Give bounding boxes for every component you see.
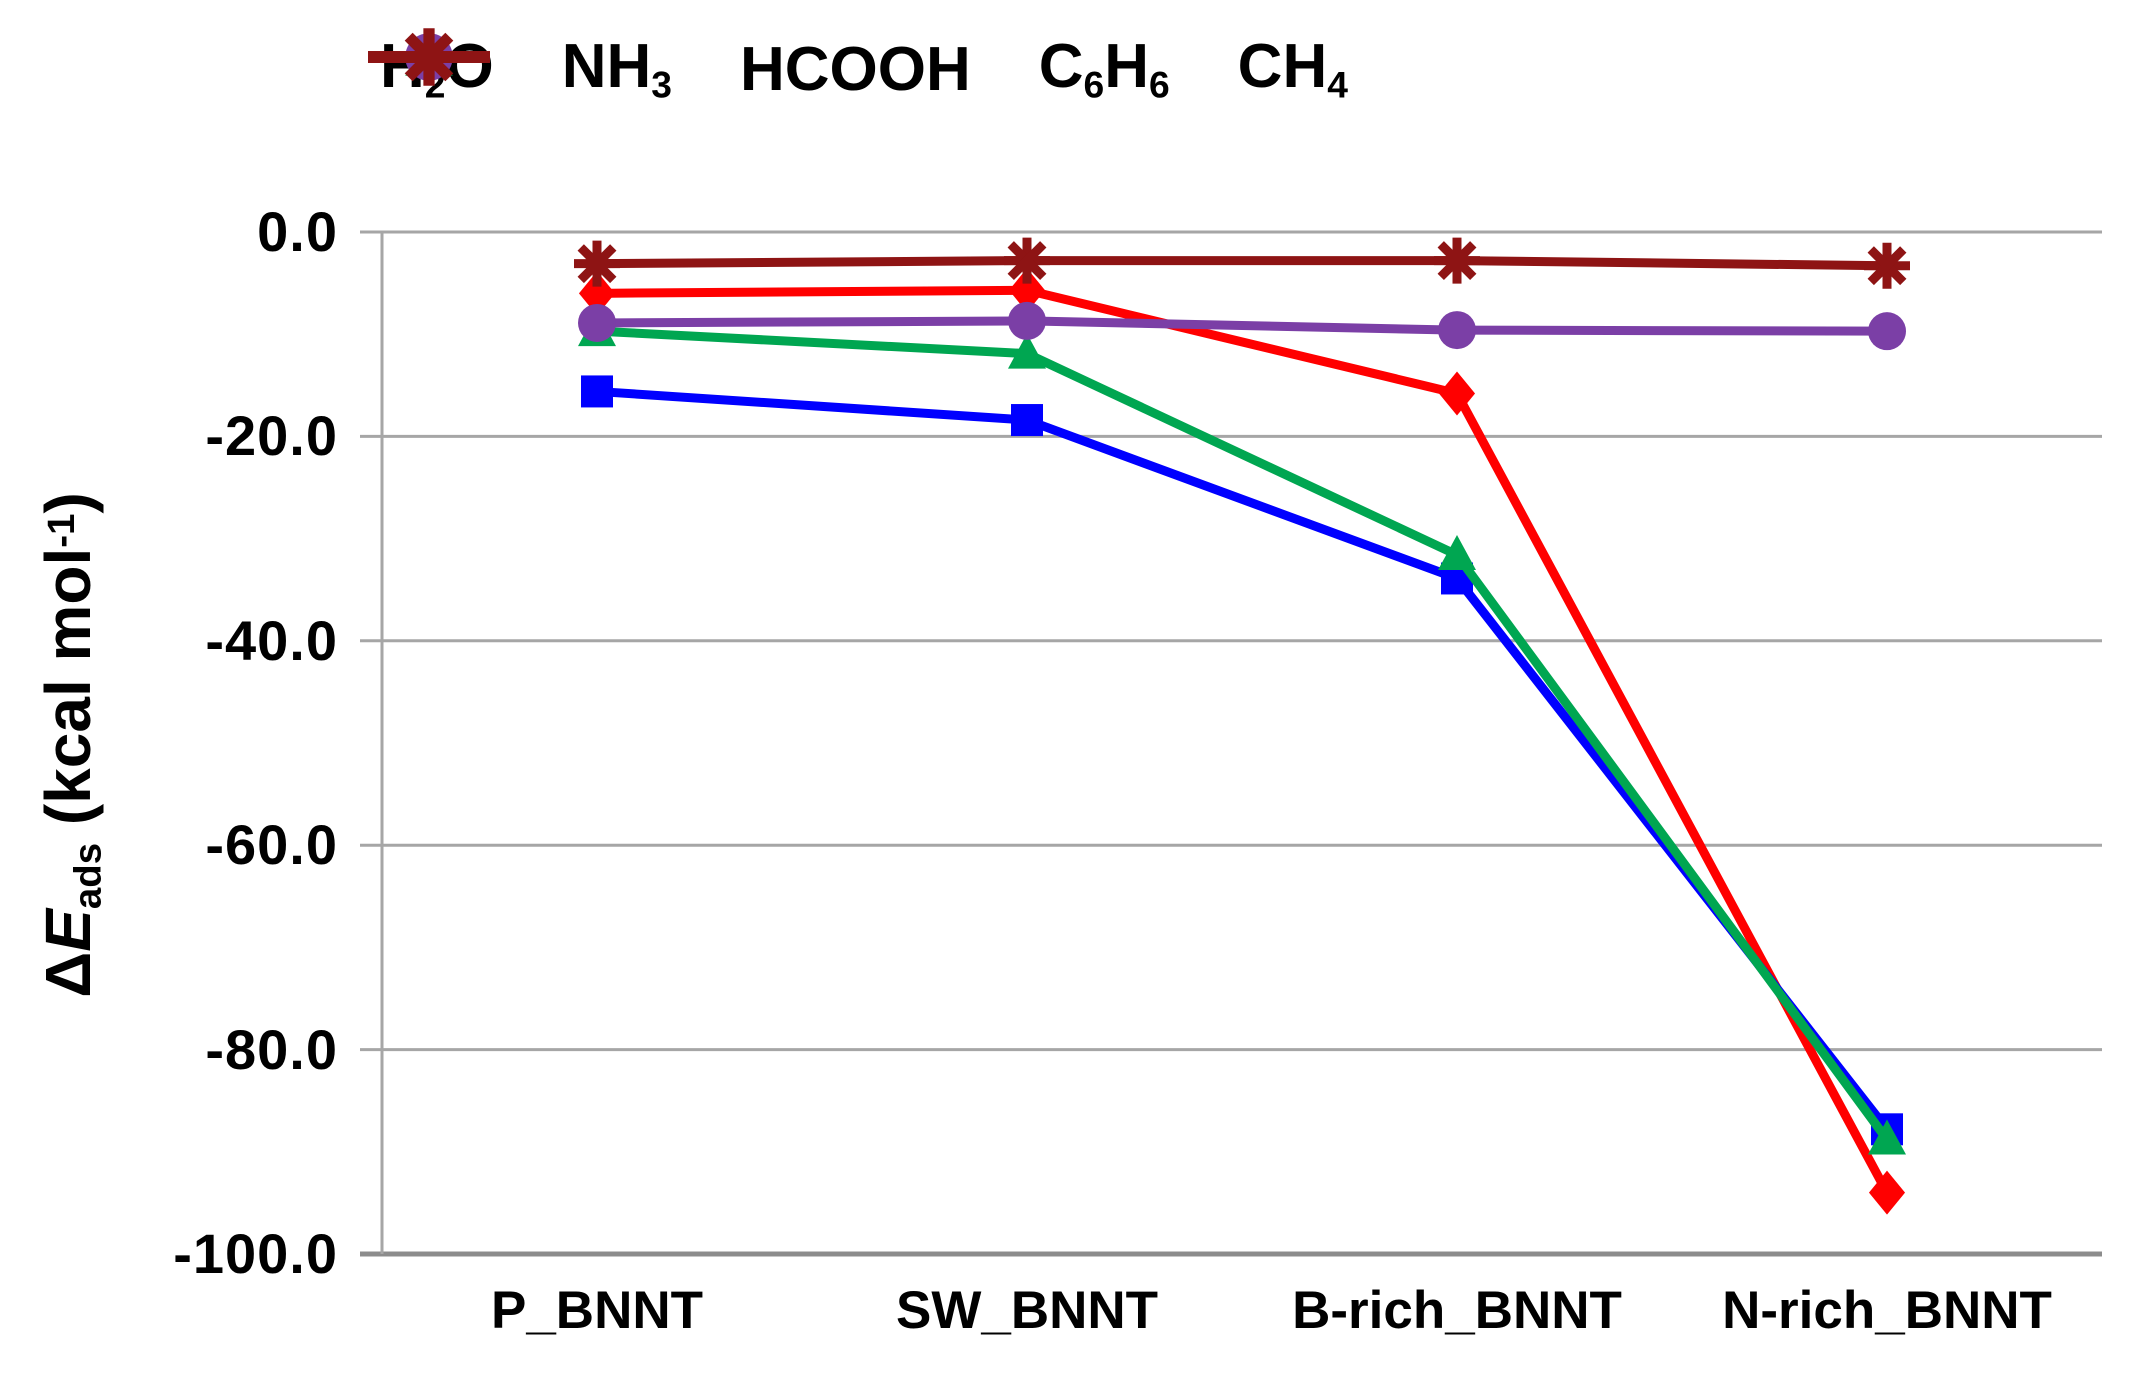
- series-line-NH3: [596, 386, 1891, 1133]
- legend-item-CH4: CH4: [368, 28, 1348, 106]
- circle-marker: [1868, 312, 1906, 351]
- triangle-marker: [1008, 333, 1046, 369]
- diamond-marker: [1868, 1170, 1906, 1215]
- square-marker: [581, 375, 613, 408]
- x-category-label: N-rich_BNNT: [1722, 1281, 2052, 1340]
- asterisk-marker: [400, 28, 458, 86]
- asterisk-marker: [1864, 242, 1910, 289]
- x-category-label: B-rich_BNNT: [1292, 1281, 1622, 1340]
- legend-label-CH4: CH4: [1237, 32, 1348, 106]
- circle-marker: [1438, 311, 1476, 350]
- diamond-marker: [1008, 268, 1046, 313]
- x-category-label: P_BNNT: [490, 1281, 704, 1340]
- asterisk-marker: [1434, 237, 1480, 284]
- series-line-HCOOH: [596, 326, 1891, 1143]
- y-tick-label: -20.0: [205, 404, 338, 468]
- diamond-marker: [1438, 371, 1476, 416]
- square-marker: [1011, 404, 1043, 437]
- y-tick-label: 0.0: [257, 200, 338, 263]
- legend-marker-CH4: [368, 28, 490, 86]
- x-category-label: SW_BNNT: [895, 1281, 1159, 1340]
- circle-marker: [578, 303, 616, 342]
- y-tick-label: -40.0: [205, 608, 338, 672]
- series-line-H2O: [596, 285, 1891, 1195]
- asterisk-marker: [1004, 237, 1050, 284]
- chart-legend: H2O NH3 HCOOH C6H6 CH4: [368, 18, 1348, 122]
- triangle-marker: [1438, 534, 1476, 570]
- y-tick-label: -60.0: [205, 813, 338, 877]
- legend-label-HCOOH: HCOOH: [739, 35, 971, 104]
- series-line-CH4: [596, 256, 1888, 271]
- legend-label-NH3: NH3: [561, 32, 672, 106]
- legend-label-C6H6: C6H6: [1038, 32, 1170, 106]
- series-line-C6H6: [596, 316, 1888, 336]
- triangle-marker: [1868, 1119, 1906, 1155]
- diamond-marker: [578, 271, 616, 316]
- y-tick-label: -100.0: [173, 1222, 338, 1285]
- circle-marker: [1008, 301, 1046, 340]
- y-tick-label: -80.0: [205, 1017, 338, 1081]
- asterisk-marker: [574, 240, 620, 287]
